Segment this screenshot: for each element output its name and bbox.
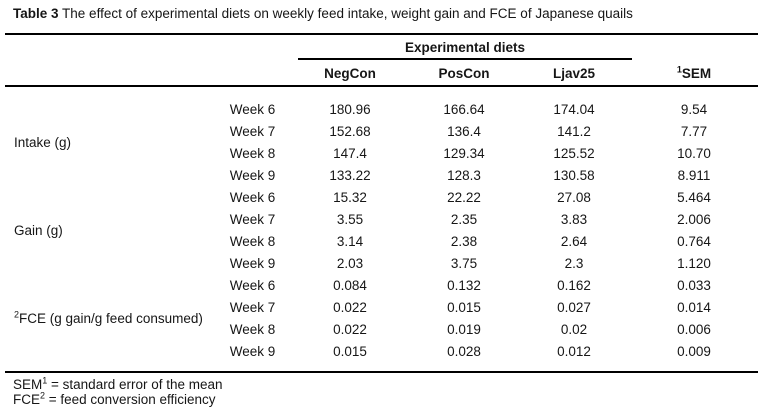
cell-negcon: 180.96 — [329, 101, 371, 117]
group-superscript: 2 — [14, 309, 20, 319]
cell-week: Week 9 — [229, 343, 276, 359]
cell-negcon: 152.68 — [329, 123, 371, 139]
column-header-ljav25: Ljav25 — [552, 66, 596, 81]
cell-ljav25: 2.3 — [564, 255, 584, 271]
cell-poscon: 0.015 — [447, 299, 481, 315]
cell-sem: 0.009 — [677, 343, 711, 359]
table-header-row: NegCon PosCon Ljav25 1SEM — [5, 60, 758, 85]
cell-negcon: 0.022 — [333, 321, 367, 337]
cell-negcon: 133.22 — [329, 167, 371, 183]
cell-poscon: 2.38 — [450, 233, 478, 249]
cell-poscon: 2.35 — [450, 211, 478, 227]
cell-sem: 2.006 — [677, 211, 711, 227]
header-spacer — [5, 66, 215, 81]
cell-week: Week 6 — [229, 189, 276, 205]
table-header-rule — [5, 85, 758, 87]
cell-poscon: 166.64 — [443, 101, 485, 117]
footnote-superscript: 1 — [42, 375, 48, 386]
cell-poscon: 0.132 — [447, 277, 481, 293]
cell-sem: 0.014 — [677, 299, 711, 315]
cell-poscon: 0.019 — [447, 321, 481, 337]
footnote-text: = standard error of the mean — [47, 377, 223, 392]
cell-negcon: 0.084 — [333, 277, 367, 293]
column-header-sem: 1SEM — [630, 64, 758, 81]
row-group-label-intake: Intake (g) — [5, 135, 215, 150]
cell-week: Week 7 — [229, 123, 276, 139]
table-footnotes: SEM1 = standard error of the mean FCE2 =… — [5, 375, 758, 407]
group-label-text: Intake (g) — [14, 134, 72, 150]
table-top-rule — [5, 33, 758, 35]
cell-negcon: 3.55 — [336, 211, 364, 227]
cell-week: Week 6 — [229, 277, 276, 293]
cell-sem: 5.464 — [677, 189, 711, 205]
group-label-text: Gain (g) — [14, 222, 63, 238]
cell-negcon: 3.14 — [336, 233, 364, 249]
cell-week: Week 6 — [229, 101, 276, 117]
sem-header-text: SEM — [681, 66, 712, 81]
footnote-fce: FCE2 = feed conversion efficiency — [13, 390, 758, 407]
cell-negcon: 15.32 — [333, 189, 367, 205]
footnote-term: FCE — [13, 392, 40, 407]
table-body: Intake (g) Week 6 180.96 166.64 174.04 9… — [5, 87, 758, 371]
cell-poscon: 22.22 — [447, 189, 481, 205]
cell-week: Week 7 — [229, 211, 276, 227]
cell-ljav25: 2.64 — [560, 233, 588, 249]
cell-sem: 0.006 — [677, 321, 711, 337]
footnote-text: = feed conversion efficiency — [45, 392, 216, 407]
cell-week: Week 9 — [229, 255, 276, 271]
header-spacer — [215, 66, 290, 81]
cell-sem: 7.77 — [680, 123, 708, 139]
cell-ljav25: 0.162 — [557, 277, 591, 293]
footnote-term: SEM — [13, 377, 43, 392]
cell-week: Week 9 — [229, 167, 276, 183]
cell-poscon: 136.4 — [447, 123, 481, 139]
sem-superscript: 1 — [676, 64, 682, 75]
cell-poscon: 128.3 — [447, 167, 481, 183]
cell-sem: 0.764 — [677, 233, 711, 249]
cell-ljav25: 0.02 — [560, 321, 588, 337]
table-caption: Table 3 The effect of experimental diets… — [13, 6, 633, 21]
table-number: Table 3 — [13, 6, 59, 21]
cell-sem: 10.70 — [677, 145, 711, 161]
footnote-superscript: 2 — [40, 390, 46, 401]
cell-negcon: 2.03 — [336, 255, 364, 271]
cell-sem: 1.120 — [677, 255, 711, 271]
cell-poscon: 3.75 — [450, 255, 478, 271]
cell-sem: 8.911 — [677, 167, 711, 183]
cell-week: Week 7 — [229, 299, 276, 315]
cell-ljav25: 130.58 — [553, 167, 595, 183]
cell-ljav25: 0.012 — [557, 343, 591, 359]
cell-ljav25: 27.08 — [557, 189, 591, 205]
column-header-negcon: NegCon — [324, 66, 376, 81]
column-header-poscon: PosCon — [438, 66, 490, 81]
footnote-sem: SEM1 = standard error of the mean — [13, 375, 758, 392]
cell-ljav25: 125.52 — [553, 145, 595, 161]
table-bottom-rule — [5, 371, 758, 373]
cell-ljav25: 3.83 — [560, 211, 588, 227]
cell-week: Week 8 — [229, 145, 276, 161]
cell-negcon: 147.4 — [333, 145, 367, 161]
group-label-text: FCE (g gain/g feed consumed) — [19, 310, 203, 326]
cell-ljav25: 174.04 — [553, 101, 595, 117]
cell-poscon: 0.028 — [447, 343, 481, 359]
cell-negcon: 0.022 — [333, 299, 367, 315]
cell-sem: 9.54 — [680, 101, 708, 117]
row-group-label-fce: 2FCE (g gain/g feed consumed) — [5, 309, 215, 326]
cell-week: Week 8 — [229, 233, 276, 249]
row-group-label-gain: Gain (g) — [5, 223, 215, 238]
cell-ljav25: 0.027 — [557, 299, 591, 315]
cell-poscon: 129.34 — [443, 145, 485, 161]
cell-ljav25: 141.2 — [557, 123, 591, 139]
data-table: Experimental diets NegCon PosCon Ljav25 … — [5, 33, 758, 407]
cell-sem: 0.033 — [677, 277, 711, 293]
table-caption-text: The effect of experimental diets on week… — [62, 6, 633, 21]
column-group-header-experimental-diets: Experimental diets — [298, 35, 632, 60]
cell-negcon: 0.015 — [333, 343, 367, 359]
cell-week: Week 8 — [229, 321, 276, 337]
